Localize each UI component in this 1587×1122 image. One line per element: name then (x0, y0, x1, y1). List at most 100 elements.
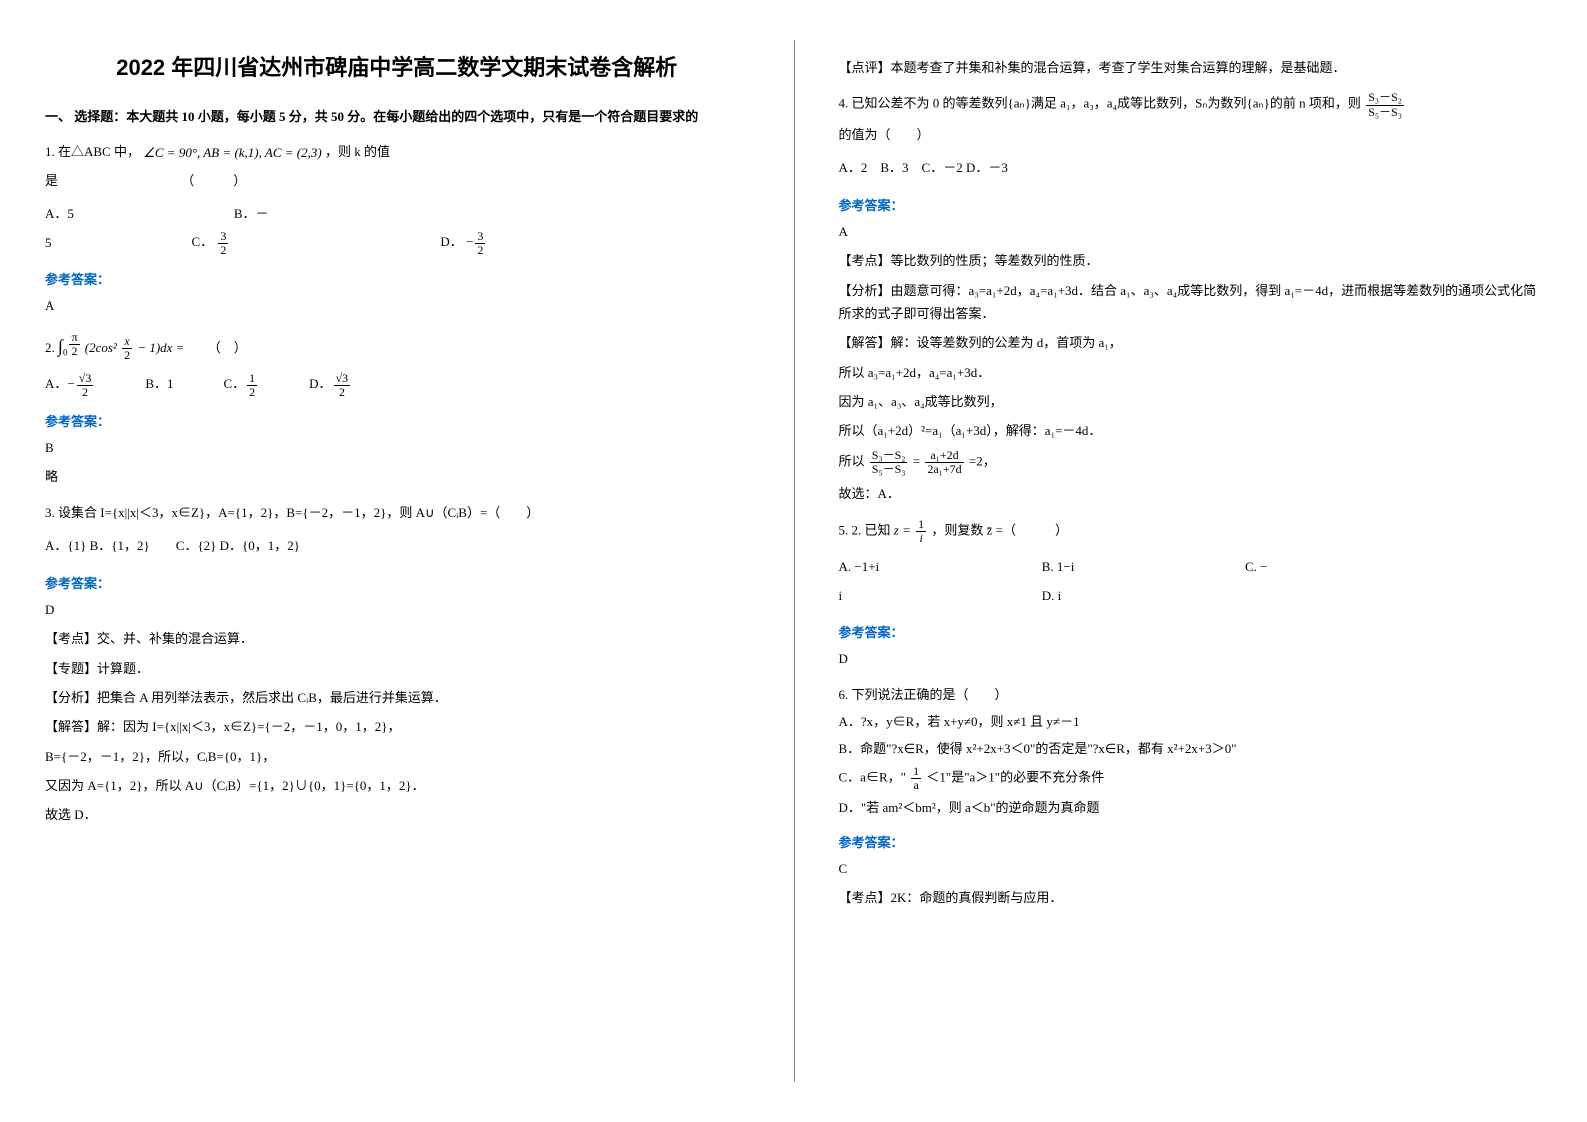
q2-optA-prefix: A． (45, 376, 67, 391)
q4-a7-suffix: =2， (969, 454, 996, 469)
question-5: 5. 2. 已知 z = 1i ，则复数 z̄ =（ ） A. −1+i B. … (839, 518, 1543, 611)
q6-answer: C (839, 857, 1543, 880)
q1-paren: （ ） (181, 173, 246, 188)
q2-optD-den: 2 (334, 386, 351, 399)
q5-stem-a: 5. 2. 已知 (839, 522, 891, 537)
q1-line2: 是 （ ） (45, 169, 749, 192)
q4-answer: A (839, 220, 1543, 243)
q3-a5: B={－2，－1，2}，所以，CᵢB={0，1}， (45, 745, 749, 768)
q5-optC: C. − (1245, 559, 1268, 574)
q2-optB: B．1 (145, 370, 173, 399)
q1-options: A．5 B．－ 5 C． 32 D． −32 (45, 200, 749, 257)
q5-stem: 5. 2. 已知 z = 1i ，则复数 z̄ =（ ） (839, 518, 1543, 545)
q1-optC-den: 2 (218, 244, 228, 257)
q4-a7-f2-num: a₁+2d (925, 449, 963, 463)
q1-optB2: 5 (45, 229, 52, 258)
q2-integrand-b: − 1)dx = (137, 340, 184, 355)
q5-optA: A. −1+i (839, 553, 1039, 582)
right-page: 【点评】本题考查了并集和补集的混合运算，考查了学生对集合运算的理解，是基础题． … (794, 0, 1587, 1122)
q4-a8: 故选：A． (839, 482, 1543, 505)
q2-optD-num: √3 (334, 372, 351, 386)
q6-optB: B．命题"?x∈R，使得 x²+2x+3＜0"的否定是"?x∈R，都有 x²+2… (839, 737, 1543, 760)
q5-answer-label: 参考答案： (839, 622, 1543, 641)
q4-a7-f2-den: 2a₁+7d (925, 463, 963, 476)
q3-options: A．{1} B．{1，2} C．{2} D．{0，1，2} (45, 532, 749, 561)
q4-options: A．2 B．3 C．－2 D．－3 (839, 154, 1543, 183)
q1-suffix: ，则 k 的值 (325, 144, 390, 159)
q6-optC: C．a∈R，" 1a ＜1"是"a＞1"的必要不充分条件 (839, 765, 1543, 792)
q3-a7: 故选 D． (45, 803, 749, 826)
q5-optB: B. 1−i (1042, 553, 1242, 582)
q6-stem: 6. 下列说法正确的是（ ） (839, 683, 1543, 706)
q4-a1: 【考点】等比数列的性质；等差数列的性质． (839, 249, 1543, 272)
q1-optB: B．－ (234, 200, 269, 229)
document-title: 2022 年四川省达州市碑庙中学高二数学文期末试卷含解析 (45, 50, 749, 82)
q2-optD-prefix: D． (309, 376, 331, 391)
q1-prefix: 1. 在△ABC 中， (45, 144, 140, 159)
q5-z-prefix: z = (894, 522, 914, 537)
q2-optC: C．12 (224, 370, 260, 399)
q2-optA-num: √3 (77, 372, 94, 386)
q2-stem: 2. ∫0π2 (2cos² x2 − 1)dx = （ ） (45, 330, 749, 363)
question-4: 4. 已知公差不为 0 的等差数列{aₙ}满足 a₁，a₃，a₄成等比数列，Sₙ… (839, 91, 1543, 182)
q2-answer: B (45, 436, 749, 459)
q6-optA: A．?x，y∈R，若 x+y≠0，则 x≠1 且 y≠－1 (839, 710, 1543, 733)
q1-optA: A．5 (45, 200, 74, 229)
q2-note: 略 (45, 465, 749, 488)
q4-a7: 所以 S₃－S₂S₅－S₃ = a₁+2d2a₁+7d =2， (839, 449, 1543, 476)
q4-a2: 【分析】由题意可得：a₃=a₁+2d，a₄=a₁+3d．结合 a₁、a₃、a₄成… (839, 279, 1543, 326)
q6-answer-label: 参考答案： (839, 832, 1543, 851)
q4-a4: 所以 a₃=a₁+2d，a₄=a₁+3d． (839, 361, 1543, 384)
q1-optD: D． −32 (440, 228, 487, 257)
q2-prefix: 2. (45, 340, 58, 355)
q2-optC-prefix: C． (224, 376, 246, 391)
q2-integrand-den: 2 (122, 349, 132, 362)
q6-optC-den: a (911, 779, 921, 792)
q2-answer-label: 参考答案： (45, 411, 749, 430)
left-page: 2022 年四川省达州市碑庙中学高二数学文期末试卷含解析 一、 选择题：本大题共… (0, 0, 794, 1122)
q4-answer-label: 参考答案： (839, 195, 1543, 214)
q5-options: A. −1+i B. 1−i C. − i D. i (839, 553, 1543, 610)
q3-a6: 又因为 A={1，2}，所以 A∪（CᵢB）={1，2}∪{0，1}={0，1，… (45, 774, 749, 797)
q5-answer: D (839, 647, 1543, 670)
q6-optC-b: ＜1"是"a＞1"的必要不充分条件 (926, 769, 1104, 784)
q4-a7-prefix: 所以 (839, 454, 865, 469)
q1-line2-text: 是 (45, 173, 58, 188)
q2-int-hi-num: π (69, 331, 79, 345)
right-top: 【点评】本题考查了并集和补集的混合运算，考查了学生对集合运算的理解，是基础题． (839, 56, 1543, 79)
q1-optC: C． 32 (192, 228, 231, 257)
q2-optA-den: 2 (77, 386, 94, 399)
q4-stem-b: 的值为（ ） (839, 123, 1543, 146)
question-6: 6. 下列说法正确的是（ ） A．?x，y∈R，若 x+y≠0，则 x≠1 且 … (839, 683, 1543, 820)
q4-a6: 所以（a₁+2d）²=a₁（a₁+3d），解得：a₁=－4d． (839, 419, 1543, 442)
q2-optA: A．−√32 (45, 370, 95, 399)
question-2: 2. ∫0π2 (2cos² x2 − 1)dx = （ ） A．−√32 B．… (45, 330, 749, 399)
q3-answer: D (45, 598, 749, 621)
q4-stem-a: 4. 已知公差不为 0 的等差数列{aₙ}满足 a₁，a₃，a₄成等比数列，Sₙ… (839, 96, 1361, 111)
q4-frac-den: S₅－S₃ (1366, 106, 1404, 119)
q1-optD-prefix: D． (440, 234, 462, 249)
q1-answer: A (45, 294, 749, 317)
q1-optD-den: 2 (475, 244, 485, 257)
q3-a3: 【分析】把集合 A 用列举法表示，然后求出 CᵢB，最后进行并集运算． (45, 686, 749, 709)
q1-optC-prefix: C． (192, 234, 214, 249)
question-1: 1. 在△ABC 中， ∠C = 90°, AB = (k,1), AC = (… (45, 140, 749, 257)
q4-a5: 因为 a₁、a₃、a₄成等比数列， (839, 390, 1543, 413)
q5-z-den: i (916, 532, 926, 545)
q4-a7-f1-den: S₅－S₃ (870, 463, 908, 476)
q4-stem: 4. 已知公差不为 0 的等差数列{aₙ}满足 a₁，a₃，a₄成等比数列，Sₙ… (839, 91, 1543, 118)
q6-optC-a: C．a∈R，" (839, 769, 906, 784)
q5-z-num: 1 (916, 518, 926, 532)
q2-optC-den: 2 (247, 386, 257, 399)
q1-optD-num: 3 (475, 230, 485, 244)
q2-optD: D．√32 (309, 370, 352, 399)
q1-formula: ∠C = 90°, AB = (k,1), AC = (2,3) (143, 141, 321, 164)
q6-optC-num: 1 (911, 765, 921, 779)
q2-optC-num: 1 (247, 372, 257, 386)
q1-answer-label: 参考答案： (45, 269, 749, 288)
q3-a1: 【考点】交、并、补集的混合运算． (45, 627, 749, 650)
q6-optD: D．"若 am²＜bm²，则 a＜b"的逆命题为真命题 (839, 796, 1543, 819)
q2-paren: （ ） (208, 340, 247, 355)
q3-a2: 【专题】计算题． (45, 657, 749, 680)
q1-optC-num: 3 (218, 230, 228, 244)
